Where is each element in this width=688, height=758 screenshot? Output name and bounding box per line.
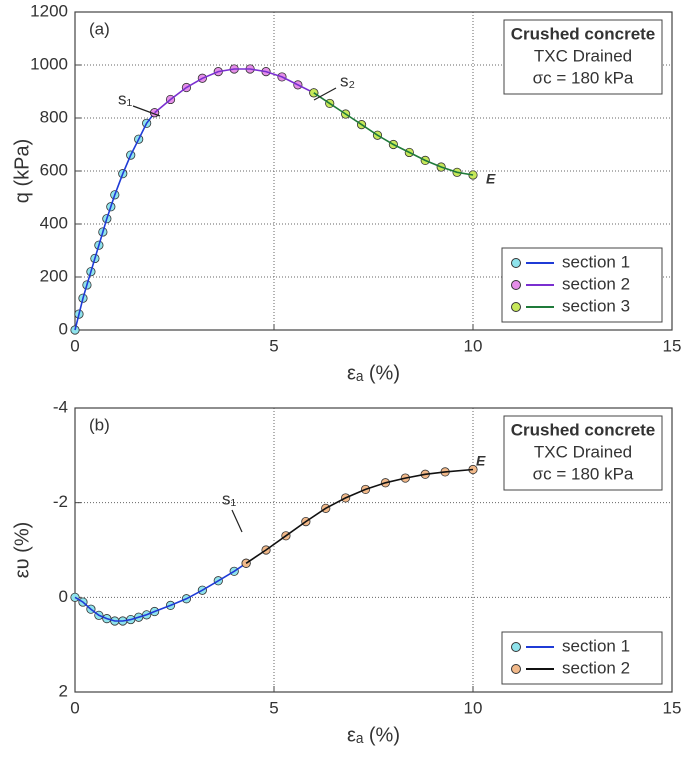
y-tick-label: -4 [53,397,68,416]
annotation: s₂ [340,71,355,90]
x-tick-label: 15 [663,336,682,355]
annotation: s₁ [222,489,237,508]
y-axis-label: ευ (%) [11,522,33,579]
plot-frame [74,407,673,693]
x-tick-label: 0 [70,698,79,717]
series-line [313,92,474,176]
legend-box [501,631,663,685]
info-text: Crushed concrete [511,420,656,439]
x-tick-label: 0 [70,336,79,355]
legend-marker [511,258,521,268]
y-tick-label: 0 [59,319,68,338]
y-tick-label: 1200 [30,1,68,20]
panel-label: (a) [89,19,110,38]
legend-label: section 2 [562,658,630,677]
info-text: Crushed concrete [511,24,656,43]
legend-label: section 1 [562,636,630,655]
y-tick-label: 800 [40,107,68,126]
annotation: E [476,453,486,469]
y-axis-label: q (kPa) [11,139,33,203]
legend-marker [511,664,521,674]
x-axis-label: εₐ (%) [347,724,400,746]
annotation: E [486,171,496,187]
y-tick-label: 200 [40,266,68,285]
annotation: s₁ [118,89,133,108]
series-line [74,562,247,622]
y-tick-label: -2 [53,492,68,511]
info-box [503,19,663,95]
annotation-arrow [231,509,243,533]
series-line [245,468,474,564]
y-tick-label: 600 [40,160,68,179]
x-tick-label: 5 [269,336,278,355]
info-text: σc = 180 kPa [533,464,634,483]
plot-frame [74,11,673,331]
x-tick-label: 10 [464,336,483,355]
info-text: TXC Drained [534,46,632,65]
legend-label: section 2 [562,274,630,293]
y-tick-label: 0 [59,587,68,606]
y-tick-label: 400 [40,213,68,232]
chart-panel: 0 5 10 15 0 200 400 600 800 1000 1200 εₐ (%) q (kPa)… [11,1,681,384]
x-tick-label: 5 [269,698,278,717]
legend-marker [511,642,521,652]
annotation-arrow [132,105,161,117]
legend-marker [511,280,521,290]
legend-marker [511,302,521,312]
x-tick-label: 10 [464,698,483,717]
info-box [503,415,663,491]
info-text: σc = 180 kPa [533,68,634,87]
series-line [74,112,156,331]
panel-label: (b) [89,415,110,434]
series-line [154,68,315,114]
x-tick-label: 15 [663,698,682,717]
y-tick-label: 2 [59,681,68,700]
legend-label: section 3 [562,296,630,315]
info-text: TXC Drained [534,442,632,461]
legend-label: section 1 [562,252,630,271]
y-tick-label: 1000 [30,54,68,73]
annotation-arrow [313,87,337,101]
x-axis-label: εₐ (%) [347,362,400,384]
